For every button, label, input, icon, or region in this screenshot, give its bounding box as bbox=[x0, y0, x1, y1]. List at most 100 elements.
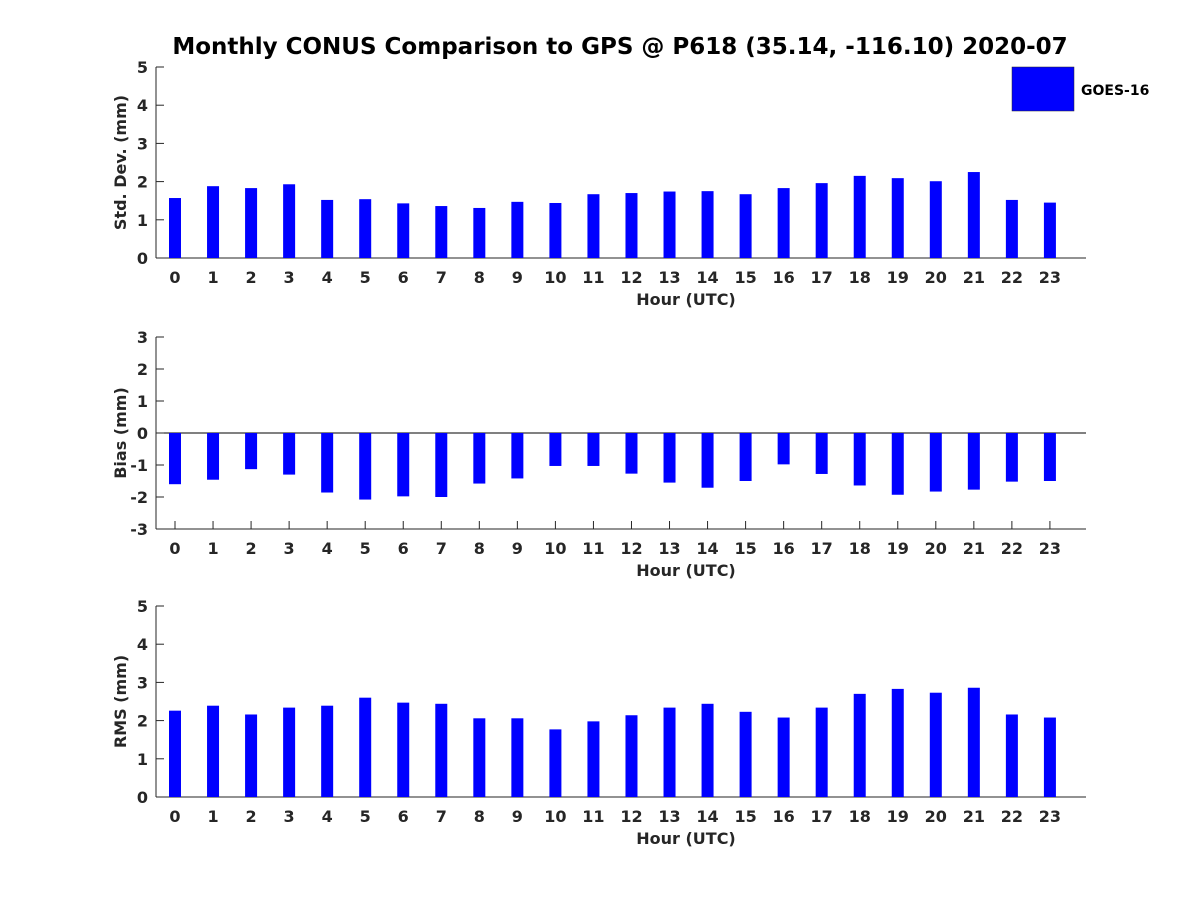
bar-hour-7 bbox=[435, 433, 448, 497]
y-tick-label: -2 bbox=[130, 488, 148, 507]
x-tick-label: 16 bbox=[773, 807, 795, 826]
x-tick-label: 21 bbox=[963, 268, 985, 287]
y-tick-label: 3 bbox=[137, 673, 148, 692]
bar-hour-0 bbox=[169, 433, 181, 485]
x-tick-label: 13 bbox=[658, 539, 680, 558]
bar-hour-2 bbox=[245, 433, 258, 470]
x-tick-label: 5 bbox=[360, 268, 371, 287]
bar-hour-23 bbox=[1043, 717, 1056, 797]
x-tick-label: 17 bbox=[811, 539, 833, 558]
legend-swatch bbox=[1011, 66, 1075, 112]
x-tick-label: 7 bbox=[436, 807, 447, 826]
x-tick-label: 15 bbox=[734, 807, 756, 826]
y-tick-label: 3 bbox=[137, 134, 148, 153]
bar-hour-9 bbox=[511, 201, 524, 258]
x-tick-label: 22 bbox=[1001, 268, 1023, 287]
bar-hour-16 bbox=[777, 188, 790, 258]
bar-hour-10 bbox=[549, 202, 562, 258]
bar-hour-3 bbox=[283, 184, 296, 258]
x-tick-label: 20 bbox=[925, 268, 947, 287]
bar-hour-11 bbox=[587, 194, 600, 258]
bar-hour-12 bbox=[625, 433, 638, 474]
x-tick-label: 16 bbox=[773, 268, 795, 287]
bar-hour-11 bbox=[587, 433, 600, 466]
y-tick-label: 1 bbox=[137, 211, 148, 230]
bar-hour-23 bbox=[1043, 202, 1056, 258]
bar-hour-22 bbox=[1005, 714, 1018, 797]
x-tick-label: 2 bbox=[246, 807, 257, 826]
bar-hour-4 bbox=[321, 199, 334, 258]
bar-hour-0 bbox=[169, 198, 181, 258]
x-tick-label: 18 bbox=[849, 807, 871, 826]
bar-hour-3 bbox=[283, 433, 296, 475]
x-tick-label: 17 bbox=[811, 268, 833, 287]
y-tick-label: 2 bbox=[137, 712, 148, 731]
bar-hour-7 bbox=[435, 206, 448, 258]
y-tick-label: 4 bbox=[137, 635, 148, 654]
x-tick-label: 13 bbox=[658, 807, 680, 826]
bar-hour-12 bbox=[625, 193, 638, 258]
x-axis-label: Hour (UTC) bbox=[636, 290, 736, 309]
x-tick-label: 10 bbox=[544, 539, 566, 558]
bar-hour-20 bbox=[929, 433, 942, 492]
bar-hour-22 bbox=[1005, 433, 1018, 482]
x-tick-label: 15 bbox=[734, 268, 756, 287]
bar-hour-6 bbox=[397, 433, 410, 497]
y-tick-label: 0 bbox=[137, 788, 148, 807]
bar-hour-8 bbox=[473, 718, 486, 797]
x-tick-label: 22 bbox=[1001, 807, 1023, 826]
x-tick-label: 4 bbox=[322, 539, 333, 558]
bar-hour-3 bbox=[283, 707, 296, 797]
x-tick-label: 15 bbox=[734, 539, 756, 558]
x-tick-label: 18 bbox=[849, 268, 871, 287]
x-tick-label: 19 bbox=[887, 539, 909, 558]
bar-hour-14 bbox=[701, 191, 714, 258]
bar-hour-17 bbox=[815, 183, 828, 258]
x-tick-label: 4 bbox=[322, 268, 333, 287]
x-tick-label: 16 bbox=[773, 539, 795, 558]
bar-hour-19 bbox=[891, 433, 904, 495]
y-tick-label: -3 bbox=[130, 520, 148, 539]
bar-hour-20 bbox=[929, 692, 942, 797]
x-tick-label: 5 bbox=[360, 539, 371, 558]
x-tick-label: 1 bbox=[207, 807, 218, 826]
y-axis-label: Bias (mm) bbox=[111, 387, 130, 479]
bar-hour-17 bbox=[815, 433, 828, 474]
x-tick-label: 3 bbox=[284, 268, 295, 287]
x-tick-label: 8 bbox=[474, 268, 485, 287]
x-tick-label: 12 bbox=[620, 268, 642, 287]
bar-hour-14 bbox=[701, 703, 714, 797]
bar-hour-19 bbox=[891, 688, 904, 797]
x-tick-label: 19 bbox=[887, 807, 909, 826]
x-tick-label: 9 bbox=[512, 807, 523, 826]
bar-hour-11 bbox=[587, 721, 600, 797]
x-tick-label: 11 bbox=[582, 807, 604, 826]
x-tick-label: 2 bbox=[246, 268, 257, 287]
bar-hour-15 bbox=[739, 433, 752, 481]
x-tick-label: 10 bbox=[544, 807, 566, 826]
x-tick-label: 5 bbox=[360, 807, 371, 826]
x-tick-label: 11 bbox=[582, 539, 604, 558]
legend: GOES-16 bbox=[1011, 66, 1149, 112]
x-tick-label: 11 bbox=[582, 268, 604, 287]
x-tick-label: 3 bbox=[284, 807, 295, 826]
bar-hour-0 bbox=[169, 710, 181, 797]
x-tick-label: 23 bbox=[1039, 807, 1061, 826]
x-tick-label: 23 bbox=[1039, 539, 1061, 558]
y-tick-label: 5 bbox=[137, 58, 148, 77]
bar-hour-21 bbox=[967, 433, 980, 490]
bar-hour-5 bbox=[359, 433, 372, 500]
bar-hour-4 bbox=[321, 705, 334, 797]
x-tick-label: 6 bbox=[398, 807, 409, 826]
bar-hour-21 bbox=[967, 687, 980, 797]
bar-hour-8 bbox=[473, 433, 486, 484]
bar-hour-10 bbox=[549, 729, 562, 797]
x-tick-label: 1 bbox=[207, 268, 218, 287]
x-tick-label: 2 bbox=[246, 539, 257, 558]
x-tick-label: 12 bbox=[620, 539, 642, 558]
x-tick-label: 8 bbox=[474, 807, 485, 826]
y-tick-label: 1 bbox=[137, 750, 148, 769]
